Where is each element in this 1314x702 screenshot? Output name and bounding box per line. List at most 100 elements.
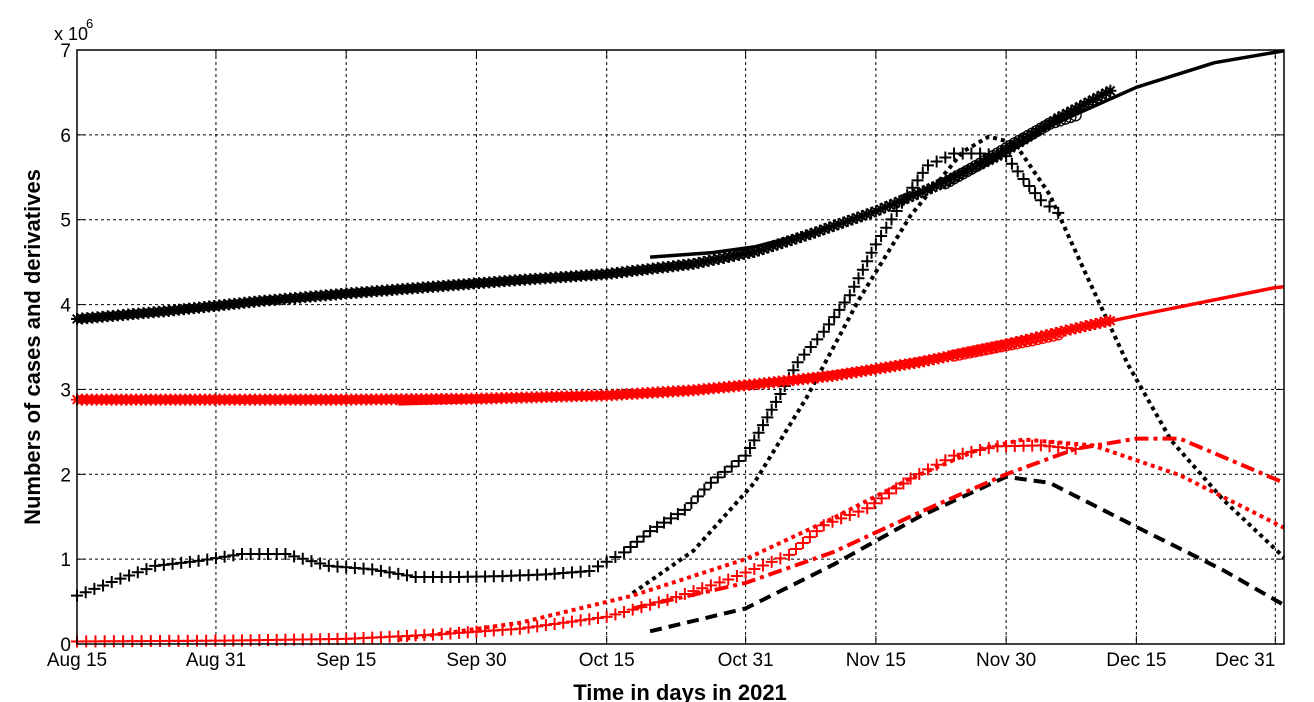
x-tick-label: Nov 15 [846, 650, 906, 671]
data-point [1034, 194, 1047, 207]
data-point [843, 289, 856, 302]
data-point [1011, 165, 1024, 178]
data-point [166, 557, 179, 570]
data-point [868, 497, 881, 510]
data-point [795, 230, 808, 243]
x-tick-label: Dec 15 [1106, 650, 1166, 671]
x-tick-label: Oct 31 [718, 650, 774, 671]
data-point [644, 525, 657, 538]
data-point [691, 490, 704, 503]
data-point [1000, 150, 1013, 163]
data-point [713, 576, 726, 589]
data-point [105, 576, 118, 589]
data-point [671, 508, 684, 521]
series-line [632, 436, 1285, 611]
data-point [995, 147, 1008, 160]
data-point [637, 530, 650, 543]
data-point [565, 615, 578, 628]
data-point [209, 552, 222, 565]
series-black-daily-data [71, 147, 1065, 602]
data-point [400, 569, 413, 582]
data-point [748, 434, 761, 447]
data-point [890, 205, 903, 218]
data-point [811, 333, 824, 346]
data-point [869, 238, 882, 251]
y-tick-label: 7 [60, 41, 71, 62]
data-point [725, 460, 738, 473]
data-point [756, 559, 769, 572]
data-point [756, 419, 769, 432]
series-black-daily-model [631, 134, 1286, 595]
data-point [748, 562, 761, 575]
data-point [822, 318, 835, 331]
data-point [97, 579, 110, 592]
data-point [201, 553, 214, 566]
data-point [658, 516, 671, 529]
data-point [732, 455, 745, 468]
data-point [114, 572, 127, 585]
data-point [739, 449, 752, 462]
data-point [88, 582, 101, 595]
data-point [757, 242, 770, 255]
data-point [770, 395, 783, 408]
data-point [885, 213, 898, 226]
data-point [1078, 98, 1091, 111]
data-point [698, 483, 711, 496]
data-point [1064, 110, 1077, 124]
y-tick-label: 4 [60, 296, 71, 317]
data-point [140, 563, 153, 576]
data-point [522, 621, 535, 634]
data-point [875, 492, 888, 505]
data-point [835, 512, 848, 525]
data-point [875, 230, 888, 243]
data-point [218, 550, 231, 563]
data-point [791, 356, 804, 369]
data-point [631, 535, 644, 548]
x-tick-label: Nov 30 [976, 650, 1036, 671]
data-point [767, 239, 780, 252]
data-point [771, 238, 784, 251]
series-layer [71, 49, 1286, 648]
x-tick-label: Dec 31 [1215, 650, 1275, 671]
data-point [664, 512, 677, 525]
y-tick-label: 5 [60, 211, 71, 232]
y-exponent-base: x 10 [54, 24, 88, 44]
data-point [609, 551, 622, 564]
y-tick-labels: 0 1 2 3 4 5 6 7 [60, 41, 71, 656]
data-point [939, 151, 952, 164]
data-point [685, 497, 698, 510]
data-point [774, 552, 787, 565]
data-point [651, 520, 664, 533]
y-axis-title: Numbers of cases and derivatives [20, 169, 45, 525]
x-tick-label: Oct 15 [579, 650, 635, 671]
data-point [987, 152, 1000, 165]
data-point [848, 280, 861, 293]
data-point [828, 311, 841, 324]
data-point [383, 566, 396, 579]
plot-area [77, 50, 1284, 644]
data-point [296, 552, 309, 565]
data-point [583, 565, 596, 578]
data-point [803, 531, 816, 544]
data-point [123, 569, 136, 582]
data-point [1069, 102, 1082, 115]
data-point [817, 519, 830, 532]
data-point [374, 564, 387, 577]
data-point [1091, 91, 1104, 104]
data-point [1086, 93, 1099, 106]
y-tick-label: 3 [60, 380, 71, 401]
data-point [730, 569, 743, 582]
data-point [704, 579, 717, 592]
data-point [785, 233, 798, 246]
data-point [624, 541, 637, 554]
data-point [776, 236, 789, 249]
data-point [781, 235, 794, 248]
data-point [765, 555, 778, 568]
data-point [752, 426, 765, 439]
series-black-derivative-model [649, 474, 1285, 634]
data-point [1069, 109, 1082, 122]
data-point [798, 348, 811, 361]
y-tick-label: 6 [60, 126, 71, 147]
data-point [880, 221, 893, 234]
